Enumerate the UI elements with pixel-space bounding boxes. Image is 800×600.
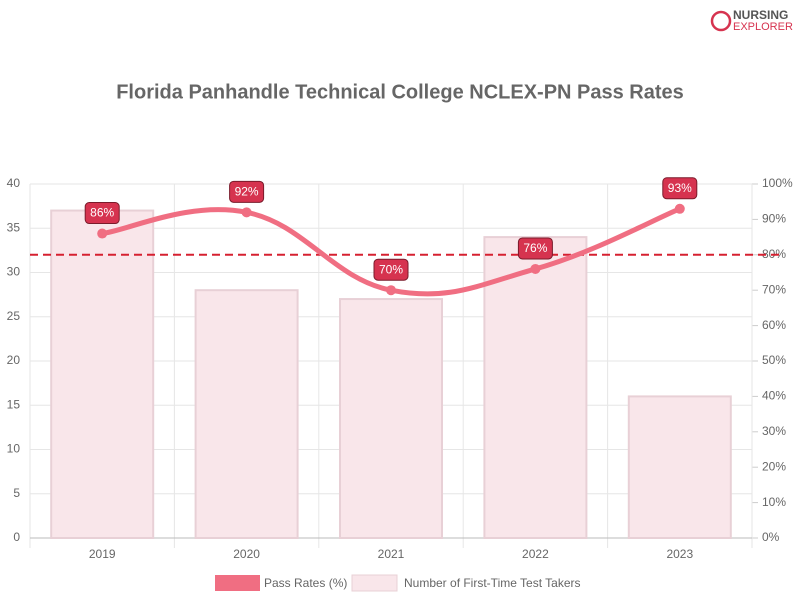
x-tick-label: 2023	[666, 547, 693, 561]
legend-swatch	[215, 575, 260, 591]
bar	[627, 395, 732, 539]
legend-swatch	[351, 574, 398, 592]
legend-label: Pass Rates (%)	[264, 576, 347, 590]
y2-tick-label: 20%	[762, 459, 786, 473]
bar	[339, 298, 443, 539]
y2-tick-label: 30%	[762, 424, 786, 438]
y-tick-label: 0	[13, 530, 20, 544]
value-label-box	[517, 237, 553, 260]
chart-title: Florida Panhandle Technical College NCLE…	[116, 81, 684, 103]
x-tick-label: 2019	[89, 547, 116, 561]
point	[97, 228, 108, 239]
y-tick-label: 25	[7, 309, 21, 323]
logo-text: EXPLORER	[733, 21, 793, 33]
bar	[483, 236, 588, 539]
y2-tick-label: 90%	[762, 212, 786, 226]
y-tick-label: 15	[7, 397, 21, 411]
x-tick-label: 2020	[233, 547, 260, 561]
value-label-box	[373, 258, 409, 281]
y-tick-label: 10	[7, 442, 21, 456]
point	[674, 203, 685, 214]
value-label: 92%	[235, 184, 259, 198]
y2-tick-label: 100%	[762, 176, 793, 190]
y2-tick-label: 10%	[762, 495, 786, 509]
line	[99, 206, 683, 297]
value-label-box	[662, 177, 698, 200]
bar	[194, 289, 299, 540]
y-tick-label: 40	[7, 176, 21, 190]
y-tick-label: 20	[7, 353, 21, 367]
legend-label: Number of First-Time Test Takers	[404, 576, 580, 590]
value-label: 76%	[523, 241, 547, 255]
y2-tick-label: 60%	[762, 318, 786, 332]
value-label: 86%	[90, 206, 114, 220]
point	[386, 285, 396, 296]
y2-tick-label: 70%	[762, 282, 786, 296]
logo-text: NURSING	[733, 8, 788, 22]
x-tick-label: 2021	[378, 547, 405, 561]
value-label-box	[229, 180, 265, 203]
y-tick-label: 30	[7, 265, 21, 279]
point	[241, 207, 252, 218]
y2-tick-label: 40%	[762, 389, 786, 403]
value-label: 93%	[668, 181, 692, 195]
y2-tick-label: 0%	[762, 530, 780, 544]
value-label-box	[84, 202, 120, 225]
logo-icon	[710, 10, 732, 32]
y-tick-label: 35	[7, 220, 21, 234]
y-tick-label: 5	[13, 486, 20, 500]
point	[530, 263, 541, 274]
x-tick-label: 2022	[522, 547, 549, 561]
y2-tick-label: 50%	[762, 353, 786, 367]
bar	[50, 209, 155, 540]
value-label: 70%	[379, 262, 403, 276]
